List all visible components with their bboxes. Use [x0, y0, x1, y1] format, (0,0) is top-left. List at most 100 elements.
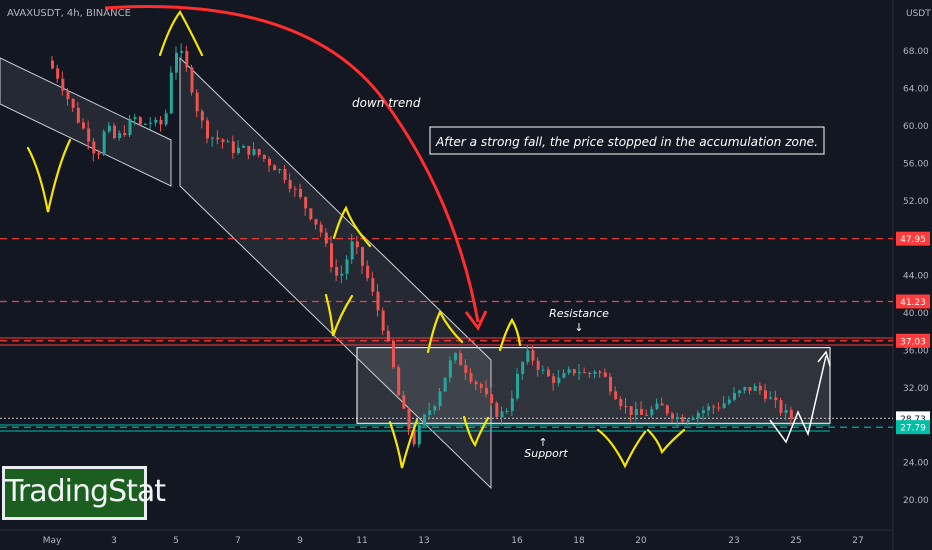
swing-markers [26, 10, 686, 469]
candle-body [144, 123, 147, 125]
candle-body [469, 372, 473, 382]
symbol-title: AVAXUSDT, 4h, BINANCE [7, 8, 131, 19]
candle-body [671, 413, 674, 419]
candle-body [226, 141, 230, 143]
candle-body [516, 373, 519, 399]
candle-body [257, 149, 261, 155]
swing-marker [596, 428, 647, 469]
x-tick-label: 20 [635, 536, 647, 546]
candle-body [748, 387, 752, 391]
candle-body [428, 410, 432, 415]
candle-body [164, 113, 168, 125]
candle-body [614, 391, 618, 400]
candle-body [407, 408, 411, 430]
candle-body [717, 407, 721, 409]
candle-body [727, 399, 731, 404]
candle-body [66, 90, 70, 99]
candle-body [82, 122, 85, 129]
y-tick-label: 64.00 [903, 85, 929, 95]
candle-body [92, 141, 96, 154]
price-axis-panel [893, 0, 932, 550]
candle-body [686, 419, 690, 422]
candle-body [102, 131, 106, 155]
candle-body [572, 369, 576, 374]
swing-marker [462, 415, 490, 448]
candle-body [598, 371, 602, 373]
candle-body [211, 137, 215, 139]
candle-body [500, 411, 504, 417]
swing-marker [426, 309, 464, 354]
candle-body [397, 367, 401, 396]
candle-body [536, 360, 540, 370]
candle-body [335, 267, 339, 276]
candle-body [733, 393, 736, 400]
swing-marker [332, 205, 372, 248]
candle-body [789, 409, 793, 419]
candle-body [738, 390, 742, 394]
candle-body [283, 169, 287, 180]
level-label: 28.73 [900, 415, 926, 425]
candle-body [712, 406, 716, 408]
candle-body [273, 165, 277, 171]
candle-body [366, 265, 370, 279]
x-tick-label: 13 [418, 536, 429, 546]
candle-body [340, 273, 344, 276]
candle-body [61, 78, 65, 91]
candle-body [707, 406, 711, 411]
level-label: 47.95 [900, 235, 926, 245]
candle-body [645, 414, 649, 416]
resistance-arrow: ↓ [574, 321, 583, 334]
y-tick-label: 20.00 [903, 496, 929, 506]
swing-marker [324, 293, 354, 337]
candle-body [107, 125, 111, 132]
candle-body [474, 381, 478, 385]
candle-body [288, 179, 292, 189]
candle-body [619, 399, 623, 407]
candle-body [262, 154, 266, 159]
candle-body [118, 133, 122, 138]
candle-body [583, 372, 587, 374]
candle-body [231, 141, 235, 153]
candle-body [552, 376, 556, 383]
swing-marker [26, 138, 72, 213]
candle-body [138, 117, 142, 125]
candle-body [495, 402, 499, 417]
level-label: 37.03 [900, 337, 926, 347]
x-tick-label: May [43, 536, 62, 546]
candle-body [531, 350, 535, 361]
y-tick-label: 24.00 [903, 459, 929, 469]
candle-body [185, 51, 189, 68]
candle-body [505, 410, 509, 412]
candle-body [87, 128, 91, 142]
candle-body [743, 387, 747, 391]
projection-arrowhead [817, 350, 831, 367]
candle-body [175, 52, 178, 73]
candle-body [443, 377, 447, 392]
support-label: Support [524, 447, 568, 460]
y-tick-label: 44.00 [903, 272, 929, 282]
note-text: After a strong fall, the price stopped i… [435, 134, 818, 149]
candle-body [237, 147, 240, 153]
candle-body [381, 310, 385, 331]
candle-body [216, 137, 220, 140]
candle-body [779, 400, 783, 413]
candle-body [299, 188, 302, 198]
down-trend-arrow [104, 5, 480, 323]
candle-body [76, 107, 80, 123]
candle-body [696, 413, 700, 419]
candle-body [169, 72, 173, 114]
candle-body [479, 384, 483, 388]
support-arrow: ↑ [538, 436, 547, 449]
y-tick-label: 68.00 [903, 47, 929, 57]
level-label: 27.79 [900, 424, 926, 434]
swing-marker [646, 428, 686, 455]
candle-body [490, 394, 494, 403]
candle-body [304, 197, 308, 209]
y-tick-label: 32.00 [903, 384, 929, 394]
candle-body [128, 118, 132, 135]
candle-body [293, 188, 297, 190]
candle-body [51, 60, 54, 69]
candle-body [578, 372, 581, 374]
y-tick-label: 56.00 [903, 159, 929, 169]
